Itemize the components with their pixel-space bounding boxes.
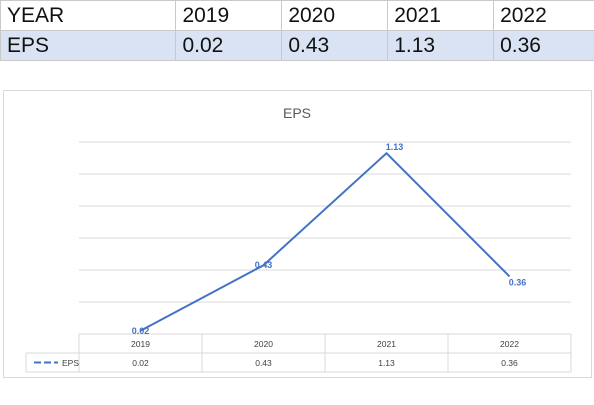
table-row-eps: EPS 0.02 0.43 1.13 0.36	[0, 30, 594, 61]
header-cell-2019[interactable]: 2019	[175, 0, 283, 31]
series-eps	[140, 152, 511, 332]
data-labels: 0.02 0.43 1.13 0.36	[132, 142, 527, 336]
eps-table: YEAR 2019 2020 2021 2022 EPS 0.02 0.43 1…	[0, 0, 594, 61]
header-cell-2022[interactable]: 2022	[493, 0, 594, 31]
data-label: 0.36	[509, 277, 527, 287]
legend-label-eps: EPS	[62, 358, 79, 368]
x-tick-label: 2021	[377, 339, 396, 349]
cell-eps-2019[interactable]: 0.02	[175, 30, 283, 61]
data-table-value: 0.43	[255, 358, 272, 368]
cell-eps-2021[interactable]: 1.13	[387, 30, 495, 61]
x-tick-label: 2022	[500, 339, 519, 349]
data-table-value: 0.36	[501, 358, 518, 368]
chart-title: EPS	[283, 105, 311, 121]
data-label: 0.02	[132, 326, 150, 336]
data-label: 1.13	[386, 142, 404, 152]
header-cell-year[interactable]: YEAR	[0, 0, 177, 31]
gridlines	[79, 141, 571, 303]
data-table: 2019 2020 2021 2022 0.02 0.43 1.13 0.36 EPS	[25, 333, 572, 373]
cell-eps-2022[interactable]: 0.36	[493, 30, 594, 61]
header-cell-2020[interactable]: 2020	[281, 0, 389, 31]
eps-chart[interactable]: EPS 2019 2020 2021 2022 0.02 0.43 1.13 0.36 EPS …	[3, 90, 592, 378]
table-header-row: YEAR 2019 2020 2021 2022	[0, 0, 594, 31]
row-label-eps[interactable]: EPS	[0, 30, 177, 61]
data-label: 0.43	[255, 260, 273, 270]
x-tick-label: 2019	[131, 339, 150, 349]
header-cell-2021[interactable]: 2021	[387, 0, 495, 31]
cell-eps-2020[interactable]: 0.43	[281, 30, 389, 61]
series-line-eps	[140, 152, 511, 332]
data-table-value: 0.02	[132, 358, 149, 368]
data-table-value: 1.13	[378, 358, 395, 368]
x-tick-label: 2020	[254, 339, 273, 349]
